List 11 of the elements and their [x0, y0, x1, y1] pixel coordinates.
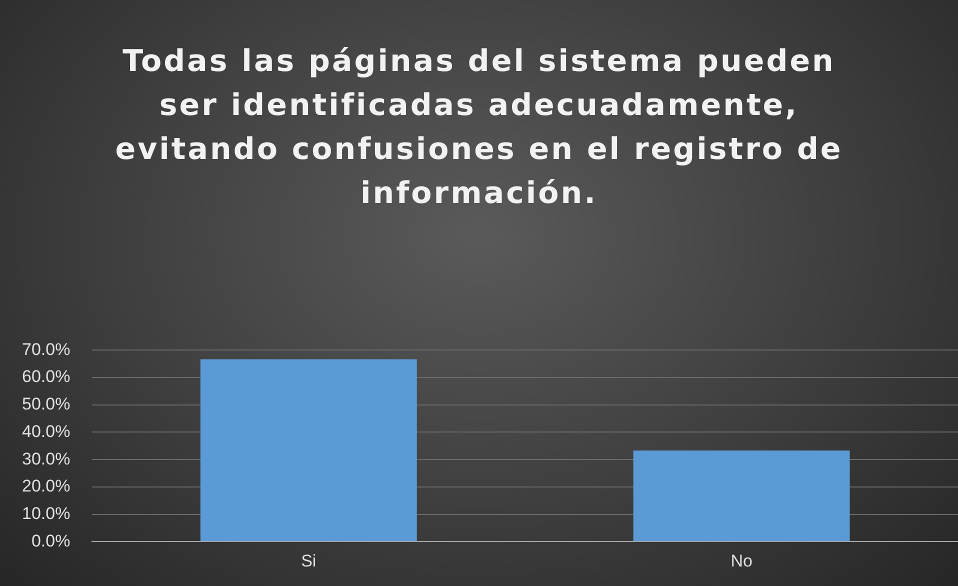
chart-title: Todas las páginas del sistema pueden ser identificadas adecuadamente, evitando confusiones en el registro de información. [114, 43, 844, 213]
y-tick-label: 20.0% [22, 476, 70, 496]
x-tick-label: Si [301, 551, 316, 570]
y-tick-label: 70.0% [22, 340, 70, 359]
x-tick-label: No [730, 551, 752, 570]
y-tick-label: 60.0% [22, 367, 70, 386]
y-tick-label: 30.0% [22, 449, 70, 468]
y-tick-label: 50.0% [22, 394, 70, 414]
y-tick-label: 40.0% [22, 422, 70, 441]
y-tick-label: 10.0% [22, 504, 70, 523]
y-tick-label: 0.0% [31, 531, 70, 550]
